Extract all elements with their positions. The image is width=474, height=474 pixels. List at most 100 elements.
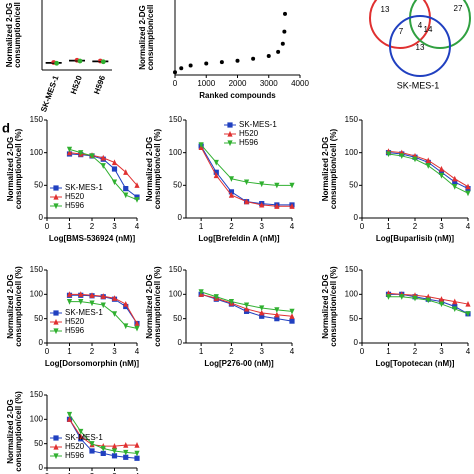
legend-label: H596 — [239, 138, 259, 147]
x-tick-label: 3 — [439, 347, 444, 356]
marker — [399, 294, 405, 300]
marker — [78, 299, 84, 305]
marker — [66, 146, 73, 153]
y-tick-label: 0 — [39, 338, 44, 347]
fit-line — [200, 145, 292, 206]
marker — [134, 197, 140, 203]
x-tick-label: 4 — [135, 222, 140, 231]
y-axis-label: Normalized 2-DG — [6, 137, 15, 201]
y-tick-label: 0 — [178, 338, 183, 347]
x-axis-label: Log[BMS-536924 (nM)] — [49, 234, 136, 243]
venn-circle — [389, 15, 451, 77]
x-tick-label: H596 — [92, 74, 107, 96]
marker — [111, 443, 118, 449]
x-tick-label: 2 — [90, 472, 95, 474]
marker — [100, 445, 106, 452]
marker — [111, 295, 118, 301]
marker — [438, 301, 445, 308]
legend-label: H596 — [65, 326, 85, 335]
x-tick-label: 3 — [112, 347, 117, 356]
y-tick-label: 150 — [30, 115, 44, 124]
marker — [259, 181, 265, 188]
marker — [134, 320, 140, 327]
x-tick-label: 2 — [413, 347, 418, 356]
y-tick-label: 100 — [345, 289, 359, 298]
y-axis-label: Normalized 2-DG — [145, 137, 154, 201]
y-tick-label: 50 — [34, 314, 43, 323]
marker — [438, 296, 445, 302]
fit-line — [200, 144, 292, 186]
y-axis-label: consumption/cell (%) — [329, 266, 338, 347]
marker — [243, 179, 250, 186]
marker — [274, 311, 280, 318]
x-tick-label: 2 — [90, 222, 95, 231]
y-tick-label: 50 — [173, 180, 182, 189]
marker — [452, 306, 458, 313]
marker — [213, 169, 219, 175]
marker — [134, 325, 140, 332]
marker — [452, 175, 458, 182]
point — [282, 29, 287, 34]
x-tick-label: 4 — [466, 222, 471, 231]
x-axis-label: Log[P276-00 (nM)] — [204, 359, 274, 368]
marker — [53, 310, 59, 316]
point — [280, 41, 285, 46]
marker — [53, 318, 59, 325]
point — [173, 70, 177, 75]
marker — [465, 300, 471, 307]
y-tick-label: 50 — [349, 180, 358, 189]
marker — [289, 313, 295, 319]
venn-count: 13 — [416, 43, 425, 52]
point — [219, 60, 224, 65]
x-tick-label: 4 — [466, 347, 471, 356]
marker — [134, 450, 140, 457]
x-tick-label: 0 — [45, 222, 50, 231]
x-tick-label: 4 — [135, 347, 140, 356]
marker — [53, 328, 59, 335]
venn-count: 14 — [424, 25, 433, 34]
marker — [123, 442, 129, 448]
legend-label: SK-MES-1 — [65, 433, 103, 442]
legend-label: SK-MES-1 — [65, 183, 103, 192]
x-tick-label: 3 — [259, 347, 264, 356]
y-tick-label: 150 — [30, 390, 44, 399]
marker — [78, 150, 84, 156]
marker — [228, 192, 235, 198]
x-tick-label: 1 — [199, 347, 204, 356]
x-tick-label: 3000 — [260, 79, 278, 88]
x-tick-label: 4 — [135, 472, 140, 474]
marker — [78, 291, 84, 297]
x-tick-label: 2 — [229, 347, 234, 356]
marker — [53, 185, 59, 191]
x-tick-label: 1 — [67, 472, 72, 474]
legend-label: SK-MES-1 — [65, 308, 103, 317]
marker — [53, 193, 59, 200]
marker — [259, 309, 265, 316]
y-axis-label: Normalized 2-DG — [5, 3, 14, 67]
y-tick-label: 150 — [169, 115, 183, 124]
marker — [53, 203, 59, 210]
x-tick-label: 3 — [112, 472, 117, 474]
x-axis-label: Log[Dorsomorphin (nM)] — [45, 359, 140, 368]
marker — [259, 305, 265, 312]
x-tick-label: 4 — [290, 347, 295, 356]
marker — [123, 454, 129, 460]
marker — [259, 201, 265, 208]
marker — [78, 433, 84, 439]
x-tick-label: 1 — [386, 222, 391, 231]
marker — [452, 179, 458, 185]
dot — [100, 59, 106, 65]
y-tick-label: 0 — [354, 338, 359, 347]
y-axis-label: consumption/cell — [13, 2, 22, 68]
dot — [54, 60, 60, 66]
x-tick-label: 4 — [290, 222, 295, 231]
marker — [399, 153, 405, 160]
y-tick-label: 150 — [30, 265, 44, 274]
marker — [289, 203, 295, 209]
marker — [465, 311, 471, 317]
x-tick-label: 0 — [360, 347, 365, 356]
marker — [111, 311, 118, 317]
marker — [228, 189, 235, 195]
marker — [134, 194, 140, 200]
x-tick-label: 3 — [112, 222, 117, 231]
